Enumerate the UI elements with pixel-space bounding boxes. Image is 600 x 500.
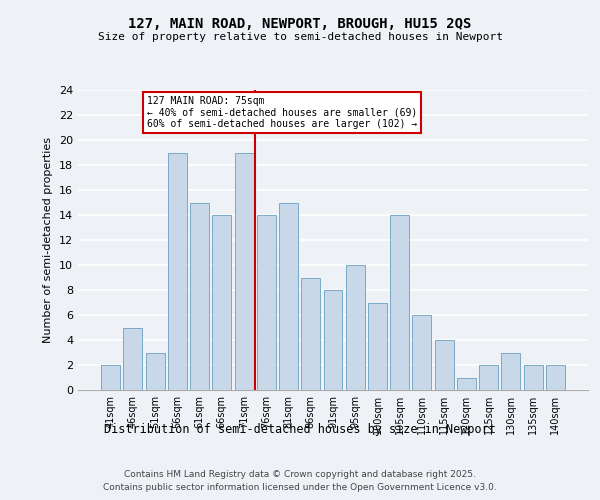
Bar [279,202,298,390]
Bar [124,328,142,390]
Bar [479,365,498,390]
Bar [368,302,387,390]
Bar [146,352,164,390]
Bar [301,278,320,390]
Text: 127, MAIN ROAD, NEWPORT, BROUGH, HU15 2QS: 127, MAIN ROAD, NEWPORT, BROUGH, HU15 2Q… [128,18,472,32]
Text: Distribution of semi-detached houses by size in Newport: Distribution of semi-detached houses by … [104,422,496,436]
Bar [212,215,231,390]
Y-axis label: Number of semi-detached properties: Number of semi-detached properties [43,137,53,343]
Bar [502,352,520,390]
Bar [190,202,209,390]
Bar [235,152,254,390]
Bar [323,290,343,390]
Bar [346,265,365,390]
Text: Contains public sector information licensed under the Open Government Licence v3: Contains public sector information licen… [103,482,497,492]
Bar [101,365,120,390]
Text: Size of property relative to semi-detached houses in Newport: Size of property relative to semi-detach… [97,32,503,42]
Bar [435,340,454,390]
Bar [412,315,431,390]
Bar [457,378,476,390]
Bar [524,365,542,390]
Bar [390,215,409,390]
Text: 127 MAIN ROAD: 75sqm
← 40% of semi-detached houses are smaller (69)
60% of semi-: 127 MAIN ROAD: 75sqm ← 40% of semi-detac… [147,96,417,129]
Bar [168,152,187,390]
Bar [257,215,276,390]
Text: Contains HM Land Registry data © Crown copyright and database right 2025.: Contains HM Land Registry data © Crown c… [124,470,476,479]
Bar [546,365,565,390]
